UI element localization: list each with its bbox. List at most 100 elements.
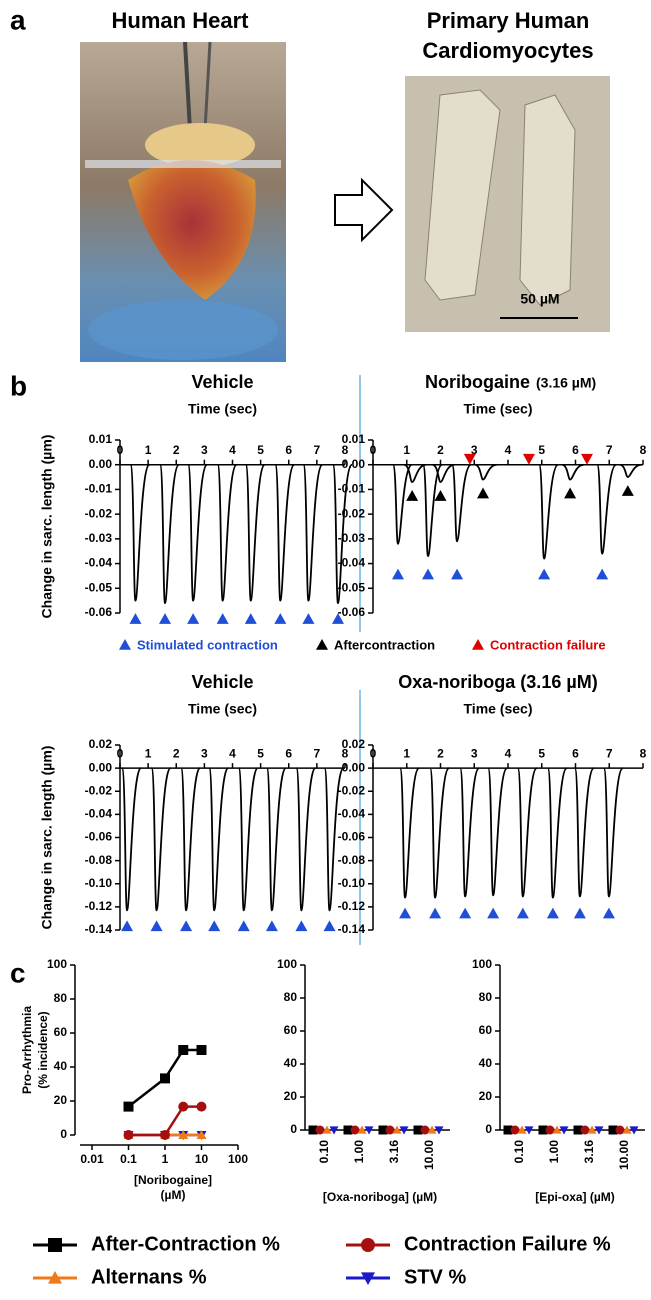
series-line <box>128 1105 202 1137</box>
heart-photo <box>80 41 286 362</box>
chart-title: Noribogaine <box>425 372 530 392</box>
y-tick-label: -0.14 <box>338 922 366 936</box>
stimulus-marker <box>295 920 308 932</box>
marker <box>48 1238 62 1252</box>
contraction <box>429 767 450 899</box>
contraction <box>121 767 142 912</box>
x-tick-label: 1 <box>162 1152 169 1166</box>
y-tick-label: 80 <box>284 990 298 1004</box>
x-tick-label: 5 <box>257 443 264 457</box>
contraction <box>399 767 420 899</box>
legend-label: Contraction failure <box>490 637 606 652</box>
y-tick-label: 60 <box>54 1025 68 1039</box>
legend-label: Alternans % <box>91 1266 207 1288</box>
x-axis-label: (µM) <box>161 1188 186 1202</box>
marker <box>364 1126 374 1135</box>
x-tick-label: 0.01 <box>80 1152 104 1166</box>
x-tick-label: 3 <box>471 746 478 760</box>
arrow <box>334 177 394 243</box>
contraction <box>244 463 266 602</box>
aftercontraction <box>474 463 498 481</box>
x-tick-label: 0.10 <box>512 1140 526 1164</box>
x-tick-label: 10.00 <box>617 1140 631 1170</box>
y-tick-label: 0 <box>60 1127 67 1141</box>
chart-title: Oxa-noriboga (3.16 µM) <box>398 672 597 692</box>
cells-title: Primary Human <box>427 8 590 33</box>
x-tick-label: 0 <box>370 443 377 457</box>
contraction <box>208 767 230 912</box>
contraction <box>487 767 509 897</box>
chart-title: Vehicle <box>191 372 253 392</box>
stimulus-marker <box>129 613 142 624</box>
x-tick-label: 6 <box>285 443 292 457</box>
marker <box>413 1125 423 1135</box>
panel-label: c <box>10 957 26 988</box>
x-tick-label: 0 <box>117 443 124 457</box>
x-tick-label: 3 <box>201 443 208 457</box>
marker <box>503 1125 513 1135</box>
marker <box>580 1125 590 1135</box>
x-tick-label: 2 <box>173 443 180 457</box>
x-tick-label: 7 <box>606 746 613 760</box>
y-tick-label: 0.00 <box>89 760 113 774</box>
legend-label: STV % <box>404 1266 466 1288</box>
y-tick-label: -0.04 <box>338 807 366 821</box>
legend-marker <box>472 639 484 650</box>
x-tick-label: 3 <box>471 443 478 457</box>
contraction <box>159 463 180 605</box>
x-axis-label: [Epi-oxa] (µM) <box>535 1190 615 1204</box>
x-tick-label: 1 <box>145 443 152 457</box>
marker <box>434 1126 444 1135</box>
stimulus-marker <box>451 568 464 580</box>
stimulus-marker <box>487 907 500 919</box>
x-tick-label: 3.16 <box>582 1140 596 1164</box>
marker <box>587 1125 597 1134</box>
marker <box>385 1125 395 1135</box>
x-tick-label: 3.16 <box>387 1140 401 1164</box>
x-tick-label: 0 <box>117 746 124 760</box>
marker <box>427 1125 437 1134</box>
aftercontraction-marker <box>621 485 634 496</box>
x-tick-label: 1 <box>145 746 152 760</box>
stimulus-marker <box>602 907 615 919</box>
marker <box>357 1125 367 1134</box>
x-tick-label: 1 <box>403 443 410 457</box>
marker <box>350 1125 360 1135</box>
y-tick-label: -0.02 <box>338 783 366 797</box>
y-tick-label: 20 <box>284 1089 298 1103</box>
aftercontraction-marker <box>406 490 419 501</box>
x-tick-label: 7 <box>606 443 613 457</box>
x-tick-label: 10.00 <box>422 1140 436 1170</box>
x-axis-label: [Oxa-noriboga] (µM) <box>323 1190 437 1204</box>
chart-title-note: (3.16 µM) <box>536 375 596 391</box>
x-tick-label: 1.00 <box>547 1140 561 1164</box>
marker <box>545 1125 555 1135</box>
marker <box>343 1125 353 1135</box>
contraction <box>295 767 317 912</box>
x-tick-label: 8 <box>640 443 647 457</box>
y-tick-label: 40 <box>479 1056 493 1070</box>
series-line <box>127 1048 202 1108</box>
y-tick-label: -0.12 <box>338 899 366 913</box>
x-tick-label: 0 <box>370 746 377 760</box>
y-tick-label: -0.02 <box>338 506 366 520</box>
x-tick-label: 4 <box>505 746 512 760</box>
stimulus-marker <box>159 613 171 624</box>
marker <box>559 1126 569 1135</box>
stimulus-marker <box>459 907 472 919</box>
contraction <box>323 767 345 912</box>
x-tick-label: 5 <box>538 746 545 760</box>
chart-title: Vehicle <box>191 672 253 692</box>
y-tick-label: -0.04 <box>85 556 113 570</box>
y-tick-label: 0.02 <box>89 737 113 751</box>
y-tick-label: 100 <box>277 957 297 971</box>
aftercontraction-marker <box>434 490 447 501</box>
stimulus-marker <box>573 907 586 919</box>
stimulus-marker <box>546 907 559 919</box>
x-tick-label: 8 <box>342 746 349 760</box>
marker <box>123 1101 134 1112</box>
marker <box>510 1125 520 1135</box>
stimulus-marker <box>208 920 221 932</box>
stimulus-marker <box>422 568 435 580</box>
marker <box>48 1271 62 1284</box>
